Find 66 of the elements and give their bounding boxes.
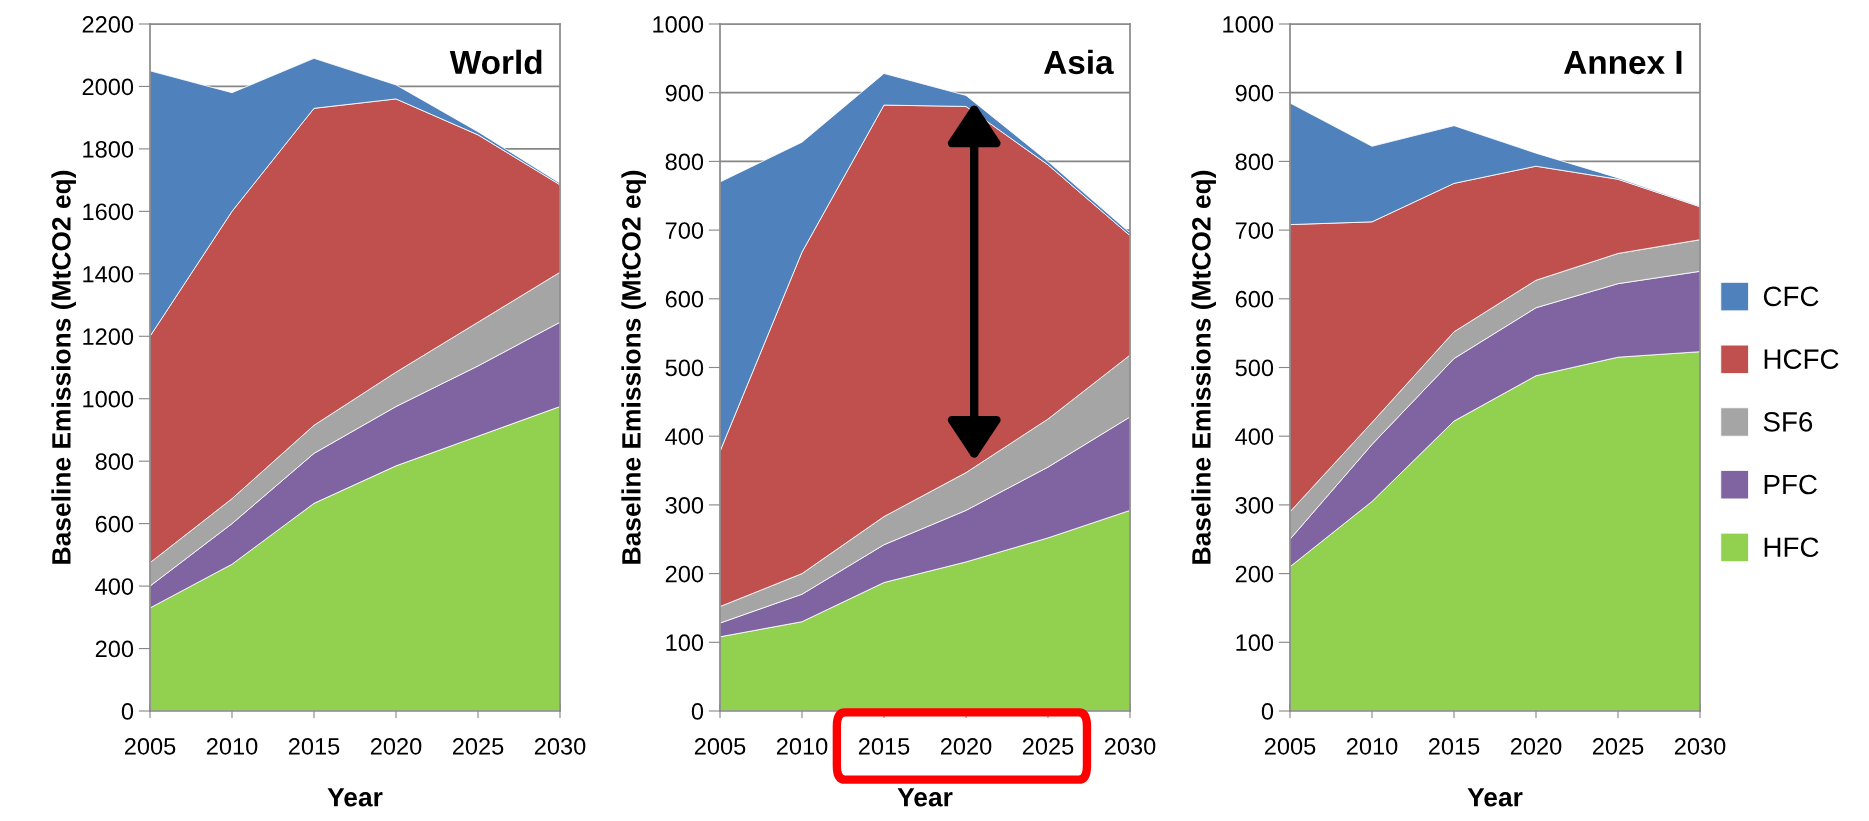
- legend-label: SF6: [1763, 411, 1813, 432]
- x-tick-label: 2010: [776, 738, 828, 755]
- legend-label: HCFC: [1764, 349, 1839, 369]
- y-axis-title: Baseline Emissions (MtCO2 eq): [51, 170, 76, 564]
- x-tick-label: 2005: [124, 738, 176, 755]
- x-tick-label: 2020: [1510, 738, 1562, 755]
- x-tick-label: 2025: [1022, 738, 1074, 755]
- x-tick-label: 2015: [288, 738, 340, 755]
- y-tick-label: 1000: [83, 390, 134, 408]
- x-tick-label: 2030: [1104, 738, 1156, 755]
- y-tick-label: 1200: [83, 328, 134, 346]
- y-tick-label: 1400: [83, 265, 134, 283]
- y-tick-label: 900: [665, 84, 704, 102]
- y-tick-label: 800: [95, 453, 134, 470]
- y-tick-label: 0: [691, 703, 704, 720]
- y-tick-label: 200: [95, 640, 134, 658]
- text: Annex I: [1564, 50, 1682, 75]
- x-tick-label: 2030: [534, 738, 586, 755]
- y-tick-label: 2000: [82, 78, 134, 96]
- y-tick-label: 600: [665, 290, 704, 308]
- y-tick-label: 200: [665, 565, 704, 583]
- legend-label: HFC: [1764, 537, 1819, 558]
- y-tick-label: 0: [1261, 703, 1274, 720]
- y-tick-label: 400: [1235, 428, 1274, 445]
- legend-label: PFC: [1764, 474, 1817, 495]
- y-tick-label: 700: [665, 222, 704, 239]
- y-tick-label: 700: [1235, 222, 1274, 239]
- x-tick-label: 2025: [452, 738, 504, 755]
- x-tick-label: 2030: [1674, 738, 1726, 755]
- text: Asia: [1044, 49, 1114, 75]
- y-tick-label: 200: [1235, 565, 1274, 583]
- y-tick-label: 100: [1236, 634, 1274, 652]
- x-axis-title: Year: [1467, 788, 1523, 807]
- y-axis-title: Baseline Emissions (MtCO2 eq): [621, 170, 646, 564]
- y-tick-label: 900: [1235, 84, 1274, 102]
- x-axis-title: Year: [897, 788, 953, 807]
- y-tick-label: 1800: [83, 140, 134, 158]
- y-tick-label: 1000: [653, 16, 704, 33]
- y-tick-label: 300: [665, 496, 704, 514]
- y-tick-label: 400: [95, 578, 134, 595]
- x-tick-label: 2015: [858, 738, 910, 755]
- y-tick-label: 2200: [82, 16, 134, 33]
- x-tick-label: 2025: [1592, 738, 1644, 755]
- x-tick-label: 2020: [940, 738, 992, 755]
- text: World: [449, 49, 542, 75]
- legend-label: CFC: [1763, 286, 1819, 307]
- y-tick-label: 600: [95, 515, 134, 533]
- x-tick-label: 2010: [1346, 738, 1398, 755]
- x-tick-label: 2005: [1264, 738, 1316, 755]
- y-tick-label: 500: [1235, 359, 1274, 377]
- y-tick-label: 800: [1235, 153, 1274, 171]
- y-tick-label: 500: [665, 359, 704, 377]
- y-tick-label: 1000: [1223, 16, 1274, 33]
- y-tick-label: 400: [665, 428, 704, 445]
- y-tick-label: 300: [1235, 496, 1274, 514]
- y-tick-label: 800: [665, 153, 704, 171]
- y-tick-label: 100: [666, 634, 704, 652]
- y-axis-title: Baseline Emissions (MtCO2 eq): [1191, 170, 1216, 564]
- y-tick-label: 0: [121, 703, 134, 720]
- x-tick-label: 2015: [1428, 738, 1480, 755]
- x-tick-label: 2010: [206, 738, 258, 755]
- x-axis-title: Year: [327, 788, 383, 807]
- y-tick-label: 600: [1235, 290, 1274, 308]
- x-tick-label: 2020: [370, 738, 422, 755]
- x-tick-label: 2005: [694, 738, 746, 755]
- y-tick-label: 1600: [83, 203, 134, 221]
